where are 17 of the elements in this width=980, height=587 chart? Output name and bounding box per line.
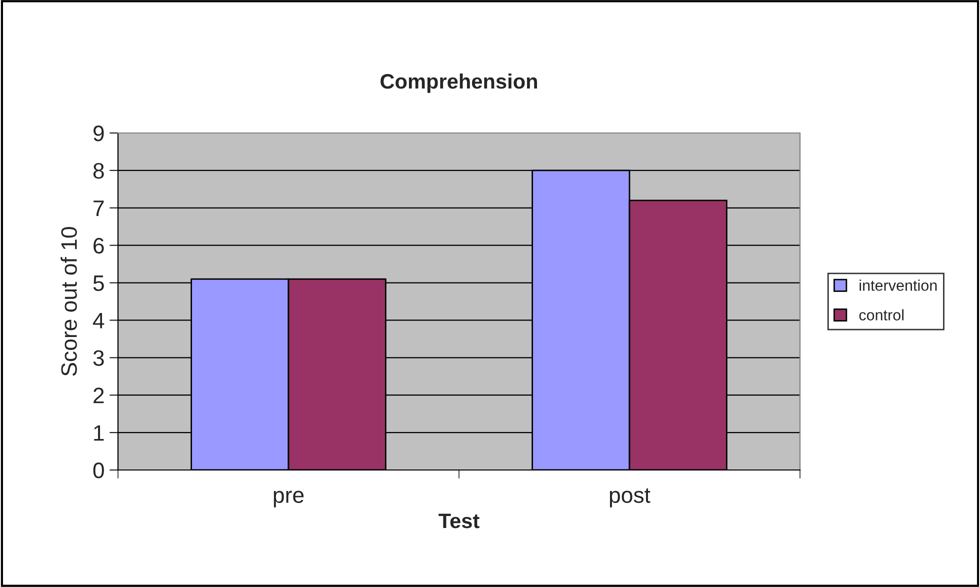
y-tick-label: 1 bbox=[94, 425, 104, 441]
y-tick-label: 5 bbox=[93, 276, 104, 292]
x-axis-title: Test bbox=[438, 514, 480, 528]
legend-label: control bbox=[859, 309, 904, 320]
x-tick-label: post bbox=[610, 488, 650, 508]
x-tick-label: pre bbox=[274, 490, 304, 508]
y-tick-label: 3 bbox=[93, 350, 104, 366]
y-tick-label: 7 bbox=[94, 200, 104, 216]
y-tick-label: 2 bbox=[94, 388, 104, 404]
y-tick-label: 6 bbox=[94, 238, 104, 254]
y-tick-label: 9 bbox=[93, 126, 104, 142]
chart-title: Comprehension bbox=[380, 73, 538, 93]
legend-label: intervention bbox=[860, 280, 937, 291]
y-axis-title: Score out of 10 bbox=[60, 227, 77, 376]
y-tick-label: 4 bbox=[92, 312, 104, 328]
y-tick-label: 8 bbox=[93, 162, 104, 179]
y-tick-label: 0 bbox=[93, 462, 104, 478]
